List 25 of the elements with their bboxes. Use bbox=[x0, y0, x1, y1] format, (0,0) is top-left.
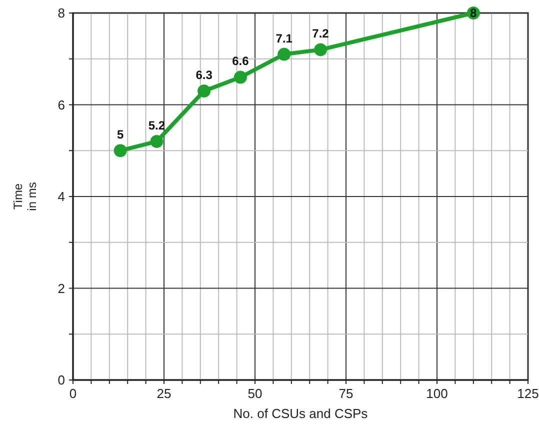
data-label: 7.1 bbox=[276, 31, 293, 46]
point bbox=[114, 144, 127, 158]
y-tick-label: 0 bbox=[58, 372, 65, 388]
x-tick-label: 0 bbox=[69, 386, 77, 401]
point bbox=[198, 84, 211, 98]
y-tick-label: 4 bbox=[58, 189, 65, 204]
x-tick-label: 50 bbox=[248, 386, 262, 401]
data-label: 8 bbox=[470, 6, 478, 20]
y-tick-label: 2 bbox=[58, 280, 65, 296]
point bbox=[234, 70, 247, 84]
data-label: 6.3 bbox=[196, 68, 213, 82]
x-tick-label: 75 bbox=[338, 386, 354, 401]
data-label: 5 bbox=[116, 128, 124, 142]
x-axis-title: No. of CSUs and CSPs bbox=[233, 406, 368, 421]
y-axis-title: Time in ms bbox=[11, 182, 39, 211]
point bbox=[278, 48, 291, 61]
data-label: 6.6 bbox=[232, 54, 250, 68]
y-tick-label: 8 bbox=[58, 6, 65, 20]
point bbox=[150, 134, 164, 148]
x-tick-label: 125 bbox=[517, 386, 539, 401]
point bbox=[314, 43, 328, 56]
x-tick-label: 25 bbox=[156, 386, 172, 401]
data-label: 7.2 bbox=[312, 26, 330, 41]
x-tick-label: 100 bbox=[426, 386, 448, 401]
y-tick-label: 6 bbox=[58, 97, 65, 112]
